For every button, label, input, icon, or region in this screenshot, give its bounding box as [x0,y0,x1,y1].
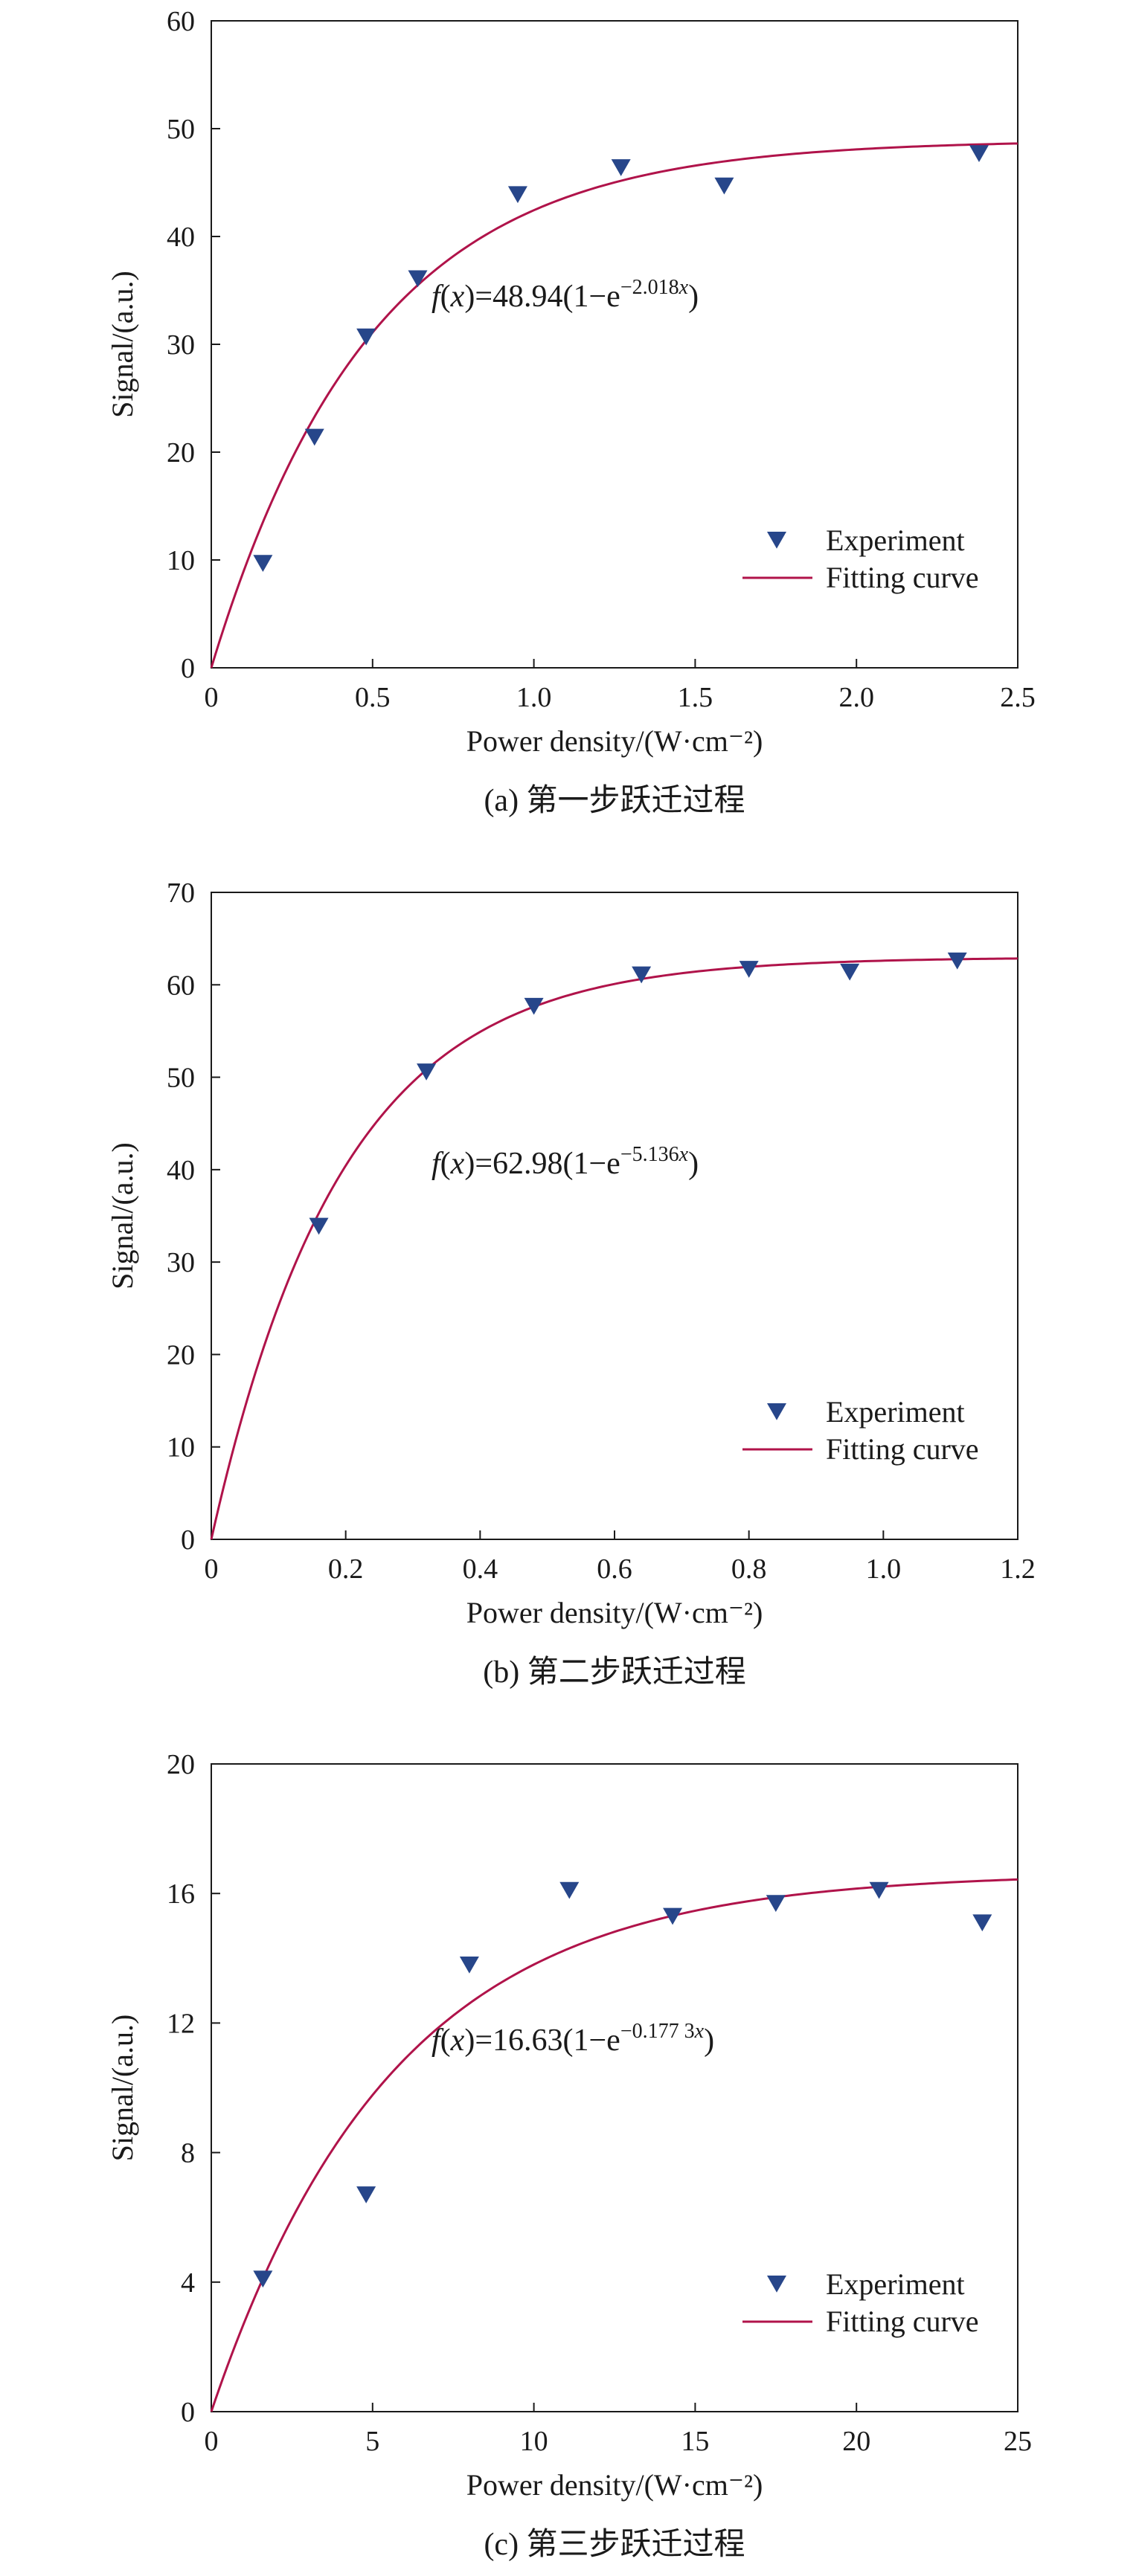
x-tick-label: 10 [520,2426,548,2457]
y-tick-label: 50 [167,1063,195,1094]
x-tick-label: 15 [681,2426,709,2457]
legend-experiment-label: Experiment [826,2267,965,2301]
experiment-point [739,961,759,978]
experiment-point [611,159,631,176]
y-axis-title: Signal/(a.u.) [106,1142,139,1289]
legend-experiment-label: Experiment [826,524,965,557]
plot-frame [211,1763,1019,2412]
x-tick-label: 0 [205,682,219,713]
x-tick-label: 0 [205,2426,219,2457]
experiment-point [972,1914,992,1932]
chart-panel-b: 0 0.2 0.4 0.6 0.8 1.0 1.2 0 10 20 30 40 50 60 70 Power … [106,878,1036,1690]
y-tick-label: 8 [181,2138,195,2169]
panel-caption: (c) 第三步跃迁过程 [484,2528,745,2562]
y-tick-label: 4 [181,2267,195,2299]
y-tick-label: 50 [167,114,195,145]
y-tick-label: 12 [167,2008,195,2039]
x-tick-label: 2.0 [838,682,874,713]
x-tick-label: 0.2 [328,1553,364,1585]
y-tick-label: 70 [167,878,195,909]
experiment-point [356,328,376,346]
y-axis-title: Signal/(a.u.) [106,2015,139,2162]
experiment-point [632,966,652,984]
x-tick-label: 1.2 [1000,1553,1036,1585]
experiment-point [417,1063,437,1081]
x-tick-label: 0.8 [731,1553,767,1585]
x-tick-label: 0.5 [355,682,391,713]
experiment-point [840,963,860,981]
chart-panel-c: 0 5 10 15 20 25 0 4 8 12 16 20 Power density/(W·cm⁻²… [106,1749,1032,2562]
legend-experiment-marker [767,2275,786,2293]
x-axis-title: Power density/(W·cm⁻²) [466,724,763,758]
experiment-point [663,1907,683,1925]
y-tick-label: 30 [167,1247,195,1278]
experiment-point [408,270,428,288]
y-tick-label: 0 [181,1524,195,1556]
experiment-point [766,1895,786,1912]
legend-fit-label: Fitting curve [826,2305,979,2338]
experiment-point [559,1881,580,1899]
y-tick-label: 20 [167,1339,195,1371]
x-tick-label: 0 [205,1553,219,1585]
experiment-point [969,145,989,163]
y-tick-label: 60 [167,970,195,1001]
experiment-point [459,1956,479,1974]
experiment-point [309,1217,329,1235]
y-tick-label: 10 [167,545,195,576]
x-tick-label: 1.5 [678,682,713,713]
y-tick-label: 40 [167,1155,195,1186]
panel-caption: (a) 第一步跃迁过程 [484,784,745,818]
y-tick-label: 0 [181,653,195,684]
experiment-point [507,186,527,204]
fitting-curve [210,142,1019,669]
experiment-point [947,952,967,970]
y-tick-label: 60 [167,6,195,37]
legend-fit-label: Fitting curve [826,561,979,594]
legend-experiment-marker [767,1403,786,1420]
x-tick-label: 1.0 [866,1553,902,1585]
chart-panel-a: 0 0.5 1.0 1.5 2.0 2.5 0 10 20 30 40 50 60 Power densi… [106,6,1036,818]
experiment-point [524,997,544,1015]
experiment-point [714,177,734,195]
experiment-point [253,2270,273,2288]
experiment-point [304,428,324,446]
fit-formula: f(x)=16.63(1−e−0.177 3x) [432,2020,714,2058]
y-tick-label: 40 [167,222,195,253]
panel-caption: (b) 第二步跃迁过程 [483,1655,745,1690]
experiment-point [253,555,273,573]
x-tick-label: 2.5 [1000,682,1036,713]
legend-experiment-label: Experiment [826,1395,965,1429]
x-axis-title: Power density/(W·cm⁻²) [466,2468,763,2502]
y-tick-label: 16 [167,1878,195,1910]
x-tick-label: 0.4 [463,1553,498,1585]
experiment-point [356,2186,376,2203]
x-tick-label: 1.0 [516,682,552,713]
y-tick-label: 0 [181,2397,195,2428]
y-tick-label: 20 [167,437,195,468]
y-tick-label: 10 [167,1432,195,1464]
fitting-curve [210,957,1019,1540]
y-tick-label: 30 [167,329,195,361]
y-tick-label: 20 [167,1749,195,1780]
x-tick-label: 0.6 [597,1553,632,1585]
x-tick-label: 20 [842,2426,870,2457]
x-tick-label: 25 [1004,2426,1032,2457]
fit-formula: f(x)=48.94(1−e−2.018x) [432,276,699,314]
legend-fit-label: Fitting curve [826,1432,979,1466]
x-axis-title: Power density/(W·cm⁻²) [466,1596,763,1629]
experiment-point [869,1881,889,1899]
y-axis-title: Signal/(a.u.) [106,271,139,418]
x-tick-label: 5 [365,2426,379,2457]
fit-formula: f(x)=62.98(1−e−5.136x) [432,1143,699,1181]
legend-experiment-marker [767,531,786,549]
